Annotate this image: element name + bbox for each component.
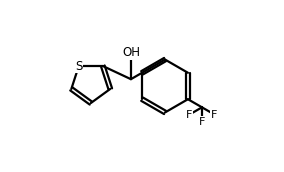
Text: F: F bbox=[186, 110, 193, 120]
Text: F: F bbox=[199, 117, 205, 127]
Text: S: S bbox=[75, 60, 82, 73]
Text: F: F bbox=[211, 110, 218, 120]
Text: OH: OH bbox=[122, 46, 140, 59]
